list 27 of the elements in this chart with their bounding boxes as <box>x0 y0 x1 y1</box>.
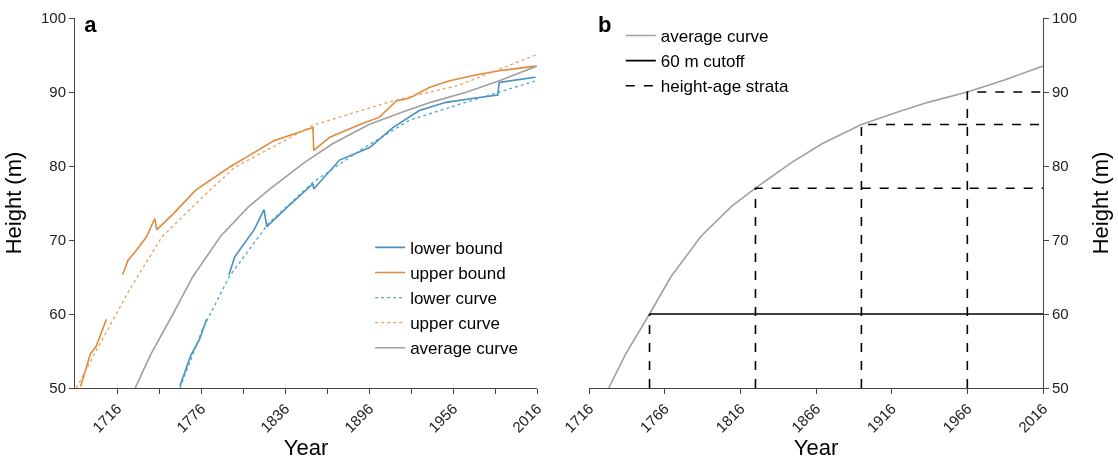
line-series <box>607 65 1043 388</box>
chart-title: b <box>598 11 612 37</box>
y2-tick-label: 60 <box>1052 305 1069 323</box>
x-axis-title: Year <box>283 435 329 460</box>
chart-title: a <box>84 11 98 37</box>
y-tick-label: 100 <box>40 9 66 27</box>
legend-label: upper bound <box>410 264 506 284</box>
legend-label: lower curve <box>410 289 498 309</box>
y-tick-label: 80 <box>49 157 66 175</box>
legend-label: average curve <box>410 339 518 359</box>
y-tick-label: 60 <box>49 305 66 323</box>
legend-label: upper curve <box>410 314 500 334</box>
y2-tick-label: 70 <box>1052 231 1069 249</box>
y2-tick-label: 50 <box>1052 379 1069 397</box>
y-tick-label: 70 <box>49 231 66 249</box>
legend-label: 60 m cutoff <box>660 52 745 72</box>
y2-tick-label: 100 <box>1052 9 1078 27</box>
y2-axis-title: Height (m) <box>1088 151 1113 255</box>
y-tick-label: 90 <box>49 83 66 101</box>
y-tick-label: 50 <box>49 379 66 397</box>
legend-label: average curve <box>660 27 769 47</box>
y2-tick-label: 80 <box>1052 157 1069 175</box>
y2-tick-label: 90 <box>1052 83 1069 101</box>
legend-label: height-age strata <box>660 77 789 97</box>
y-axis-title: Height (m) <box>1 151 26 255</box>
x-axis-title: Year <box>793 435 839 460</box>
legend-label: lower bound <box>410 238 503 258</box>
